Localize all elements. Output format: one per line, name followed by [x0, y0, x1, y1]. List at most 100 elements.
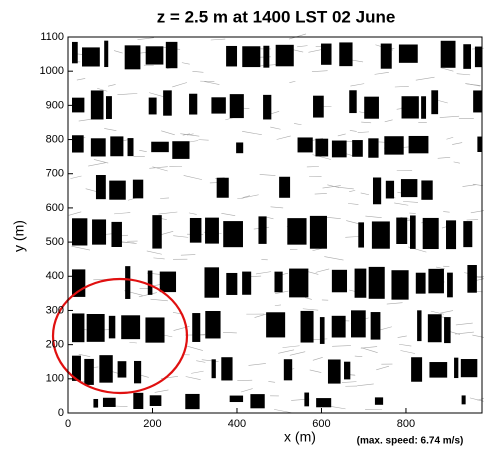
flow-streak	[237, 198, 243, 199]
building	[125, 266, 130, 299]
flow-streak	[79, 119, 92, 121]
flow-streak	[400, 351, 415, 354]
building	[328, 359, 341, 383]
building	[410, 215, 416, 248]
building	[72, 42, 78, 63]
building	[369, 267, 385, 299]
flow-streak	[249, 363, 266, 365]
building	[358, 222, 364, 247]
building	[310, 216, 327, 249]
flow-streak	[223, 332, 237, 333]
flow-streak	[289, 81, 295, 82]
building	[163, 90, 172, 115]
flow-streak	[358, 132, 369, 133]
building	[423, 218, 439, 249]
building	[444, 317, 451, 343]
building	[454, 358, 458, 378]
flow-streak	[256, 272, 271, 274]
building	[396, 218, 407, 244]
building	[190, 218, 202, 243]
building	[118, 361, 127, 377]
building	[477, 137, 482, 152]
building	[99, 355, 112, 383]
building	[111, 222, 121, 247]
building	[463, 44, 471, 69]
flow-streak	[181, 255, 195, 256]
building	[421, 180, 432, 199]
building	[72, 135, 84, 152]
flow-streak	[114, 51, 123, 54]
y-tick-label: 900	[46, 99, 64, 111]
flow-streak	[457, 74, 470, 75]
building	[172, 141, 189, 159]
building	[166, 42, 178, 68]
flow-streak	[345, 237, 358, 238]
flow-field	[69, 34, 484, 413]
flow-streak	[202, 360, 219, 362]
building	[109, 181, 126, 200]
flow-streak	[159, 212, 178, 214]
building	[315, 139, 328, 157]
max-speed-note: (max. speed: 6.74 m/s)	[357, 436, 464, 447]
building	[298, 137, 313, 152]
flow-streak	[313, 357, 323, 360]
building	[204, 267, 219, 297]
flow-streak	[455, 332, 474, 334]
building	[321, 44, 331, 65]
building	[461, 359, 477, 377]
building	[276, 45, 294, 66]
building	[258, 216, 266, 244]
flow-streak	[454, 162, 460, 163]
building	[301, 311, 314, 343]
flow-streak	[221, 213, 235, 215]
building	[446, 220, 456, 249]
y-tick-label: 300	[46, 304, 64, 316]
flow-streak	[438, 157, 450, 158]
flow-streak	[149, 167, 167, 169]
building	[467, 265, 476, 293]
flow-streak	[338, 134, 346, 136]
y-tick-label: 600	[46, 202, 64, 214]
flow-streak	[456, 323, 473, 325]
flow-streak	[271, 207, 284, 208]
flow-streak	[114, 213, 130, 214]
flow-streak	[395, 86, 409, 87]
flow-streak	[139, 150, 146, 151]
flow-streak	[283, 346, 300, 348]
building	[230, 94, 244, 118]
flow-streak	[290, 352, 305, 356]
building	[133, 180, 143, 199]
x-tick-label: 400	[228, 418, 246, 430]
building	[148, 271, 153, 295]
flow-streak	[204, 81, 219, 84]
flow-streak	[361, 348, 377, 353]
building	[160, 272, 176, 293]
building	[226, 46, 237, 66]
building	[92, 219, 106, 244]
building	[266, 312, 285, 337]
flow-streak	[443, 266, 449, 267]
flow-streak	[361, 347, 377, 349]
flow-streak	[446, 137, 453, 139]
flow-streak	[266, 217, 274, 219]
flow-streak	[387, 303, 403, 304]
flow-streak	[199, 140, 209, 141]
building	[274, 272, 282, 293]
flow-streak	[182, 63, 190, 65]
building	[149, 98, 157, 115]
building	[279, 177, 290, 198]
building	[250, 394, 264, 408]
building	[386, 181, 394, 199]
flow-streak	[274, 409, 292, 413]
building	[109, 316, 115, 339]
flow-streak	[184, 175, 202, 179]
building	[128, 138, 134, 156]
flow-streak	[316, 269, 329, 272]
flow-streak	[94, 159, 108, 163]
flow-streak	[161, 131, 175, 135]
building	[351, 310, 366, 337]
flow-streak	[329, 406, 346, 409]
building	[72, 98, 84, 113]
flow-streak	[440, 311, 453, 314]
